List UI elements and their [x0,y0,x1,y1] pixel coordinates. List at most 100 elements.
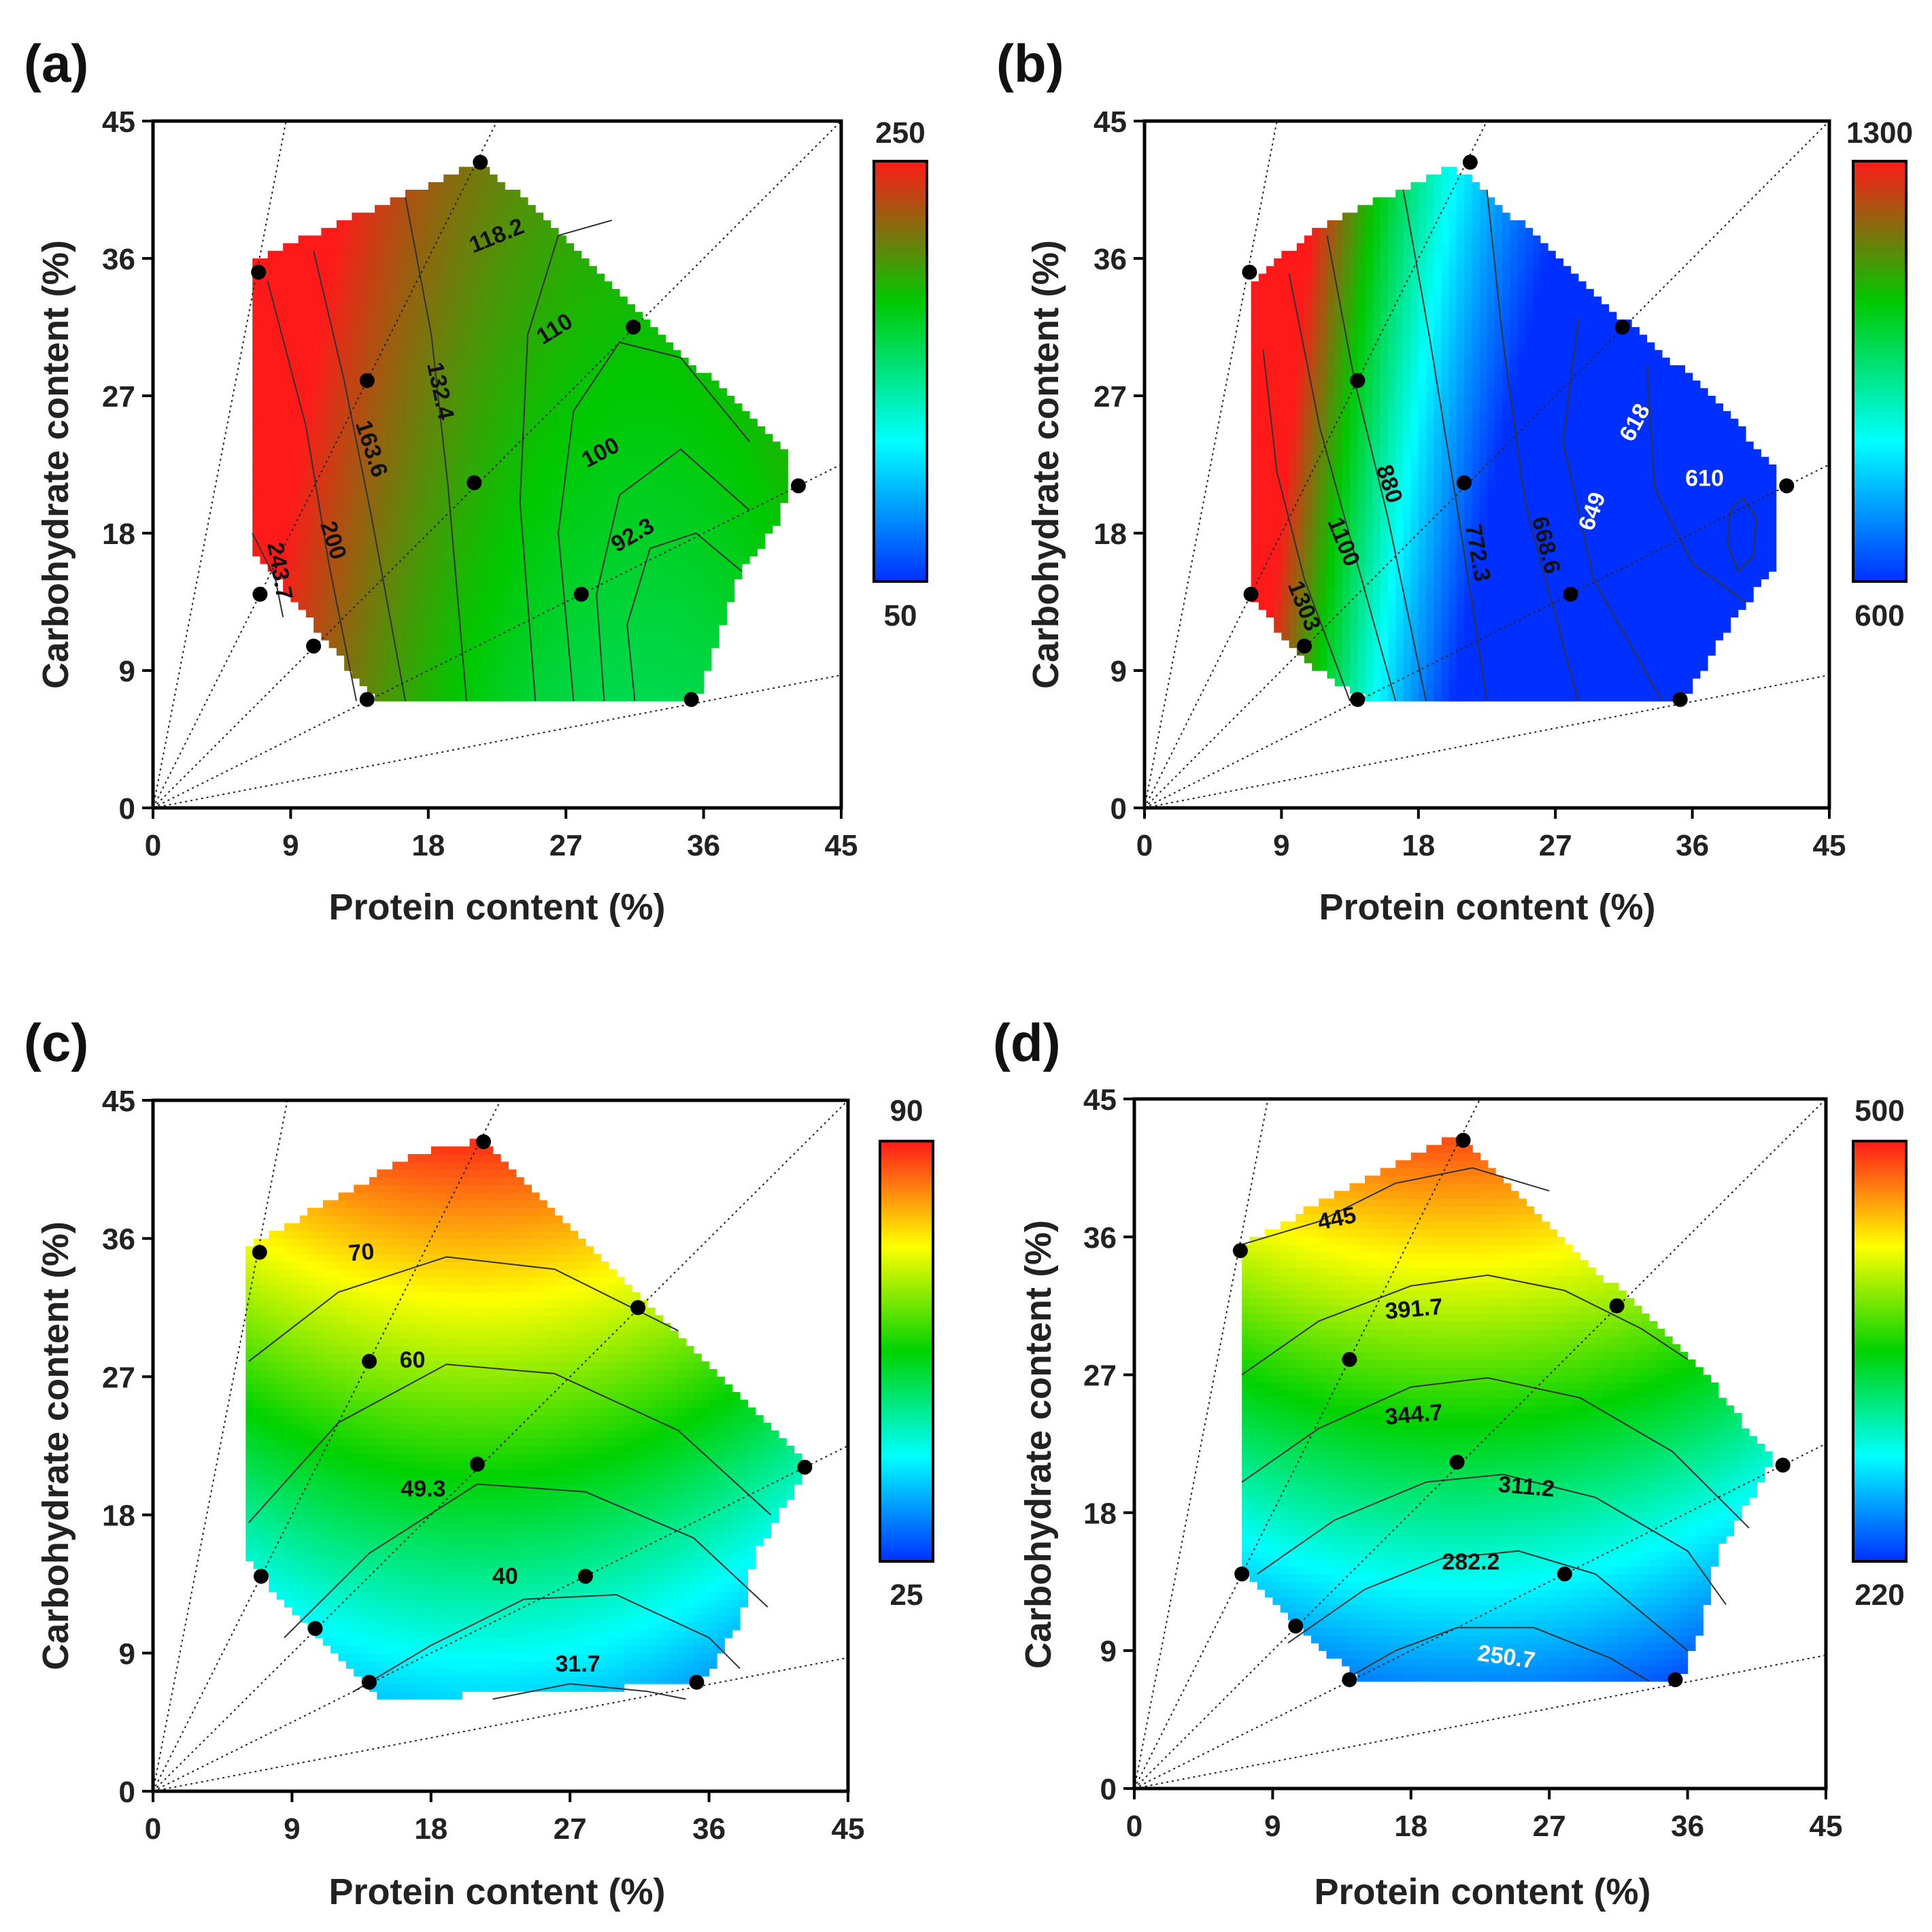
surface-cell [252,533,261,541]
surface-cell [604,281,613,290]
surface-cell [428,685,437,694]
surface-cell [596,579,605,588]
surface-cell [550,685,559,694]
surface-cell [375,617,383,626]
surface-cell [1327,403,1336,412]
surface-cell [1312,541,1320,549]
surface-cell [443,624,452,633]
surface-cell [550,281,559,290]
surface-cell [336,411,345,420]
surface-cell [1388,548,1396,557]
surface-cell [772,449,781,458]
surface-cell [352,350,360,358]
surface-cell [588,456,597,465]
surface-cell [566,594,575,603]
mixture-ray [152,120,842,809]
surface-cell [711,525,719,534]
surface-cell [1281,273,1290,282]
surface-cell [696,388,705,396]
surface-cell [573,411,582,420]
surface-cell [642,640,651,648]
surface-cell [1334,624,1343,633]
surface-cell [313,441,322,450]
surface-cell [642,456,651,465]
surface-cell [481,266,490,275]
surface-cell [344,342,352,351]
surface-cell [420,563,429,572]
surface-cell [520,586,528,595]
surface-cell [420,220,429,228]
surface-cell [1372,220,1381,228]
surface-cell [1372,662,1381,671]
surface-cell [1251,571,1259,579]
surface-cell [619,365,628,373]
surface-cell [566,518,575,526]
surface-cell [1319,281,1328,290]
surface-cell [283,357,291,366]
surface-cell [665,586,674,595]
surface-cell [1274,579,1282,588]
surface-cell [649,388,658,396]
surface-cell [313,556,322,564]
surface-cell [703,396,712,404]
surface-cell [520,662,528,671]
surface-cell [489,602,498,610]
surface-cell [1380,586,1389,595]
surface-cell [390,350,399,358]
surface-cell [1251,365,1259,373]
surface-cell [298,464,307,473]
surface-cell [619,479,628,488]
surface-cell [558,685,566,694]
surface-cell [1403,319,1412,328]
surface-cell [344,311,352,320]
surface-cell [535,586,544,595]
surface-cell [1258,350,1267,358]
surface-cell [1350,533,1358,541]
surface-cell [1350,296,1358,305]
surface-cell [734,456,743,465]
surface-cell [1410,388,1419,396]
surface-cell [1365,388,1374,396]
surface-cell [535,647,544,656]
surface-cell [741,494,750,503]
surface-cell [390,243,399,252]
surface-cell [1289,586,1298,595]
surface-cell [665,662,674,671]
surface-cell [566,296,575,305]
surface-cell [420,510,429,519]
surface-cell [711,418,719,427]
surface-cell [321,571,330,579]
surface-cell [413,220,422,228]
surface-cell [1274,624,1282,633]
surface-cell [535,426,544,435]
surface-cell [581,655,590,664]
surface-cell [604,594,613,603]
surface-cell [581,602,590,610]
surface-cell [520,579,528,588]
surface-cell [359,396,368,404]
surface-cell [359,327,368,335]
surface-cell [573,518,582,526]
surface-cell [772,472,781,481]
surface-cell [543,640,552,648]
surface-cell [588,266,597,275]
surface-cell [581,617,590,626]
surface-cell [1327,288,1336,297]
surface-cell [481,418,490,427]
surface-cell [1296,411,1305,420]
surface-cell [619,380,628,389]
surface-cell [611,632,620,641]
surface-cell [550,250,559,259]
surface-cell [566,273,575,282]
surface-cell [1357,365,1366,373]
surface-cell [1395,655,1404,664]
surface-cell [397,335,406,343]
surface-cell [344,350,352,358]
surface-cell [688,365,696,373]
surface-cell [352,288,360,297]
surface-cell [481,273,490,282]
surface-cell [1266,434,1274,442]
surface-cell [543,503,552,511]
surface-cell [566,396,575,404]
surface-cell [1410,434,1419,442]
